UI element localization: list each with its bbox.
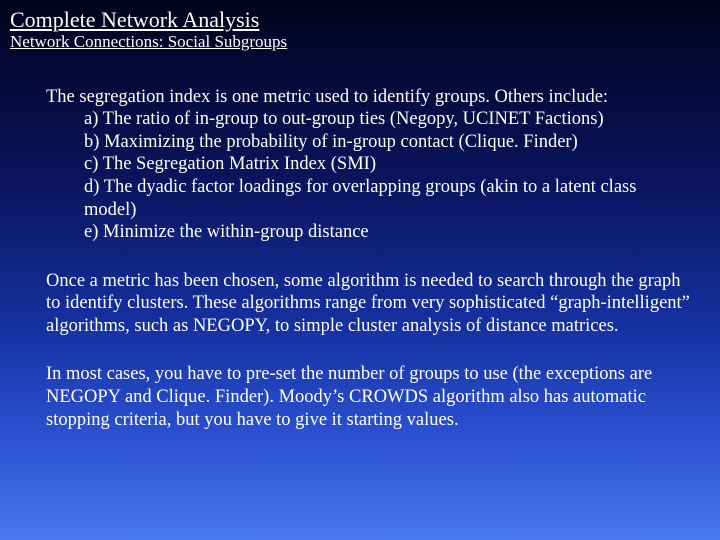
- list-item-d: d) The dyadic factor loadings for overla…: [84, 176, 690, 221]
- list-item-e: e) Minimize the within-group distance: [84, 221, 690, 244]
- slide-subtitle: Network Connections: Social Subgroups: [10, 33, 710, 52]
- list-item-c: c) The Segregation Matrix Index (SMI): [84, 153, 690, 176]
- paragraph-algorithm: Once a metric has been chosen, some algo…: [46, 270, 690, 338]
- paragraph-preset: In most cases, you have to pre-set the n…: [46, 363, 690, 431]
- list-item-b: b) Maximizing the probability of in-grou…: [84, 131, 690, 154]
- metric-list: a) The ratio of in-group to out-group ti…: [84, 108, 690, 243]
- intro-text: The segregation index is one metric used…: [46, 86, 690, 109]
- body-block: The segregation index is one metric used…: [46, 86, 690, 431]
- list-item-a: a) The ratio of in-group to out-group ti…: [84, 108, 690, 131]
- slide: Complete Network Analysis Network Connec…: [0, 0, 720, 540]
- slide-title: Complete Network Analysis: [10, 8, 710, 31]
